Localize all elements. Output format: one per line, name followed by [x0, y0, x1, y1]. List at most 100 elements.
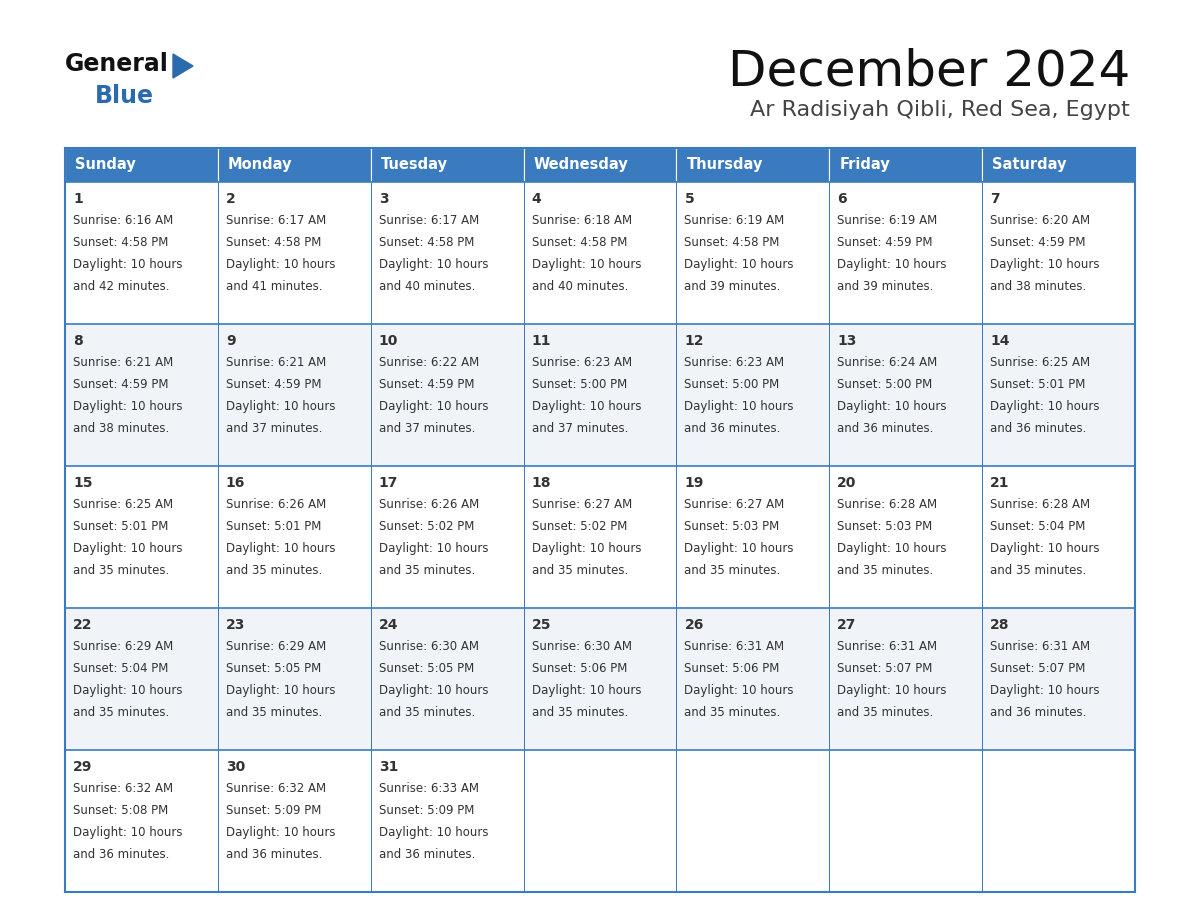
Bar — [65, 466, 1135, 608]
Text: 19: 19 — [684, 476, 703, 490]
Text: 5: 5 — [684, 192, 694, 206]
Text: Daylight: 10 hours: Daylight: 10 hours — [226, 258, 335, 271]
Text: Sunrise: 6:30 AM: Sunrise: 6:30 AM — [379, 640, 479, 653]
Text: Sunset: 5:01 PM: Sunset: 5:01 PM — [990, 378, 1086, 391]
Text: Sunrise: 6:21 AM: Sunrise: 6:21 AM — [72, 356, 173, 369]
Text: Sunrise: 6:28 AM: Sunrise: 6:28 AM — [990, 498, 1091, 511]
Text: Daylight: 10 hours: Daylight: 10 hours — [72, 826, 183, 839]
Text: Daylight: 10 hours: Daylight: 10 hours — [226, 684, 335, 697]
Text: Daylight: 10 hours: Daylight: 10 hours — [838, 400, 947, 413]
Text: 10: 10 — [379, 334, 398, 348]
Bar — [65, 182, 1135, 324]
Text: Sunset: 5:07 PM: Sunset: 5:07 PM — [838, 662, 933, 675]
Text: Daylight: 10 hours: Daylight: 10 hours — [684, 400, 794, 413]
Text: 18: 18 — [531, 476, 551, 490]
Text: Sunrise: 6:32 AM: Sunrise: 6:32 AM — [72, 782, 173, 795]
Text: Sunset: 5:05 PM: Sunset: 5:05 PM — [379, 662, 474, 675]
Text: and 35 minutes.: and 35 minutes. — [226, 564, 322, 577]
Text: Monday: Monday — [228, 158, 292, 173]
Text: 17: 17 — [379, 476, 398, 490]
Text: Daylight: 10 hours: Daylight: 10 hours — [990, 542, 1100, 555]
Text: Sunset: 5:08 PM: Sunset: 5:08 PM — [72, 804, 169, 817]
Text: Daylight: 10 hours: Daylight: 10 hours — [531, 542, 642, 555]
Text: 31: 31 — [379, 760, 398, 774]
Text: Sunset: 5:01 PM: Sunset: 5:01 PM — [226, 520, 321, 533]
Text: Sunrise: 6:19 AM: Sunrise: 6:19 AM — [838, 214, 937, 227]
Text: 29: 29 — [72, 760, 93, 774]
Text: Daylight: 10 hours: Daylight: 10 hours — [531, 400, 642, 413]
Text: Tuesday: Tuesday — [380, 158, 448, 173]
Text: Sunrise: 6:25 AM: Sunrise: 6:25 AM — [72, 498, 173, 511]
Text: Sunset: 5:09 PM: Sunset: 5:09 PM — [226, 804, 321, 817]
Text: 30: 30 — [226, 760, 245, 774]
Bar — [829, 148, 982, 182]
Text: Sunset: 5:02 PM: Sunset: 5:02 PM — [379, 520, 474, 533]
Text: 23: 23 — [226, 618, 245, 632]
Text: Sunrise: 6:29 AM: Sunrise: 6:29 AM — [72, 640, 173, 653]
Text: Friday: Friday — [839, 158, 890, 173]
Text: Saturday: Saturday — [992, 158, 1067, 173]
Text: Sunset: 5:03 PM: Sunset: 5:03 PM — [838, 520, 933, 533]
Text: December 2024: December 2024 — [728, 48, 1130, 96]
Text: and 35 minutes.: and 35 minutes. — [684, 706, 781, 719]
Text: Sunday: Sunday — [75, 158, 135, 173]
Text: Sunrise: 6:19 AM: Sunrise: 6:19 AM — [684, 214, 785, 227]
Text: 14: 14 — [990, 334, 1010, 348]
Text: Blue: Blue — [95, 84, 154, 108]
Text: Sunrise: 6:24 AM: Sunrise: 6:24 AM — [838, 356, 937, 369]
Text: and 41 minutes.: and 41 minutes. — [226, 280, 322, 293]
Text: and 37 minutes.: and 37 minutes. — [379, 422, 475, 435]
Text: Daylight: 10 hours: Daylight: 10 hours — [226, 400, 335, 413]
Text: Sunrise: 6:17 AM: Sunrise: 6:17 AM — [226, 214, 327, 227]
Text: Wednesday: Wednesday — [533, 158, 628, 173]
Text: Sunset: 4:58 PM: Sunset: 4:58 PM — [531, 236, 627, 249]
Bar — [217, 148, 371, 182]
Text: Daylight: 10 hours: Daylight: 10 hours — [226, 542, 335, 555]
Text: Daylight: 10 hours: Daylight: 10 hours — [684, 542, 794, 555]
Text: and 36 minutes.: and 36 minutes. — [990, 706, 1087, 719]
Bar — [982, 148, 1135, 182]
Text: and 36 minutes.: and 36 minutes. — [838, 422, 934, 435]
Text: Sunrise: 6:27 AM: Sunrise: 6:27 AM — [684, 498, 785, 511]
Text: 6: 6 — [838, 192, 847, 206]
Text: 16: 16 — [226, 476, 245, 490]
Text: Daylight: 10 hours: Daylight: 10 hours — [838, 258, 947, 271]
Text: 27: 27 — [838, 618, 857, 632]
Text: and 35 minutes.: and 35 minutes. — [379, 564, 475, 577]
Text: 3: 3 — [379, 192, 388, 206]
Text: Sunset: 5:01 PM: Sunset: 5:01 PM — [72, 520, 169, 533]
Text: Sunrise: 6:30 AM: Sunrise: 6:30 AM — [531, 640, 632, 653]
Text: and 38 minutes.: and 38 minutes. — [72, 422, 169, 435]
Text: Daylight: 10 hours: Daylight: 10 hours — [990, 258, 1100, 271]
Text: Sunset: 5:02 PM: Sunset: 5:02 PM — [531, 520, 627, 533]
Text: and 35 minutes.: and 35 minutes. — [990, 564, 1086, 577]
Text: and 40 minutes.: and 40 minutes. — [531, 280, 628, 293]
Text: and 37 minutes.: and 37 minutes. — [226, 422, 322, 435]
Text: Sunrise: 6:31 AM: Sunrise: 6:31 AM — [838, 640, 937, 653]
Bar — [371, 148, 524, 182]
Text: Sunset: 5:03 PM: Sunset: 5:03 PM — [684, 520, 779, 533]
Text: 9: 9 — [226, 334, 235, 348]
Text: and 35 minutes.: and 35 minutes. — [379, 706, 475, 719]
Text: and 35 minutes.: and 35 minutes. — [531, 564, 627, 577]
Text: Sunset: 4:58 PM: Sunset: 4:58 PM — [379, 236, 474, 249]
Text: Sunrise: 6:17 AM: Sunrise: 6:17 AM — [379, 214, 479, 227]
Text: Sunset: 4:58 PM: Sunset: 4:58 PM — [684, 236, 779, 249]
Text: 11: 11 — [531, 334, 551, 348]
Text: Sunset: 4:58 PM: Sunset: 4:58 PM — [72, 236, 169, 249]
Text: 4: 4 — [531, 192, 542, 206]
Text: Sunrise: 6:25 AM: Sunrise: 6:25 AM — [990, 356, 1091, 369]
Text: Daylight: 10 hours: Daylight: 10 hours — [990, 400, 1100, 413]
Text: and 38 minutes.: and 38 minutes. — [990, 280, 1086, 293]
Text: Sunrise: 6:26 AM: Sunrise: 6:26 AM — [226, 498, 327, 511]
Text: and 36 minutes.: and 36 minutes. — [226, 848, 322, 861]
Text: 13: 13 — [838, 334, 857, 348]
Text: 22: 22 — [72, 618, 93, 632]
Text: Daylight: 10 hours: Daylight: 10 hours — [379, 684, 488, 697]
Text: General: General — [65, 52, 169, 76]
Text: 26: 26 — [684, 618, 703, 632]
Text: and 36 minutes.: and 36 minutes. — [379, 848, 475, 861]
Text: Sunset: 5:09 PM: Sunset: 5:09 PM — [379, 804, 474, 817]
Text: and 35 minutes.: and 35 minutes. — [226, 706, 322, 719]
Text: Daylight: 10 hours: Daylight: 10 hours — [838, 684, 947, 697]
